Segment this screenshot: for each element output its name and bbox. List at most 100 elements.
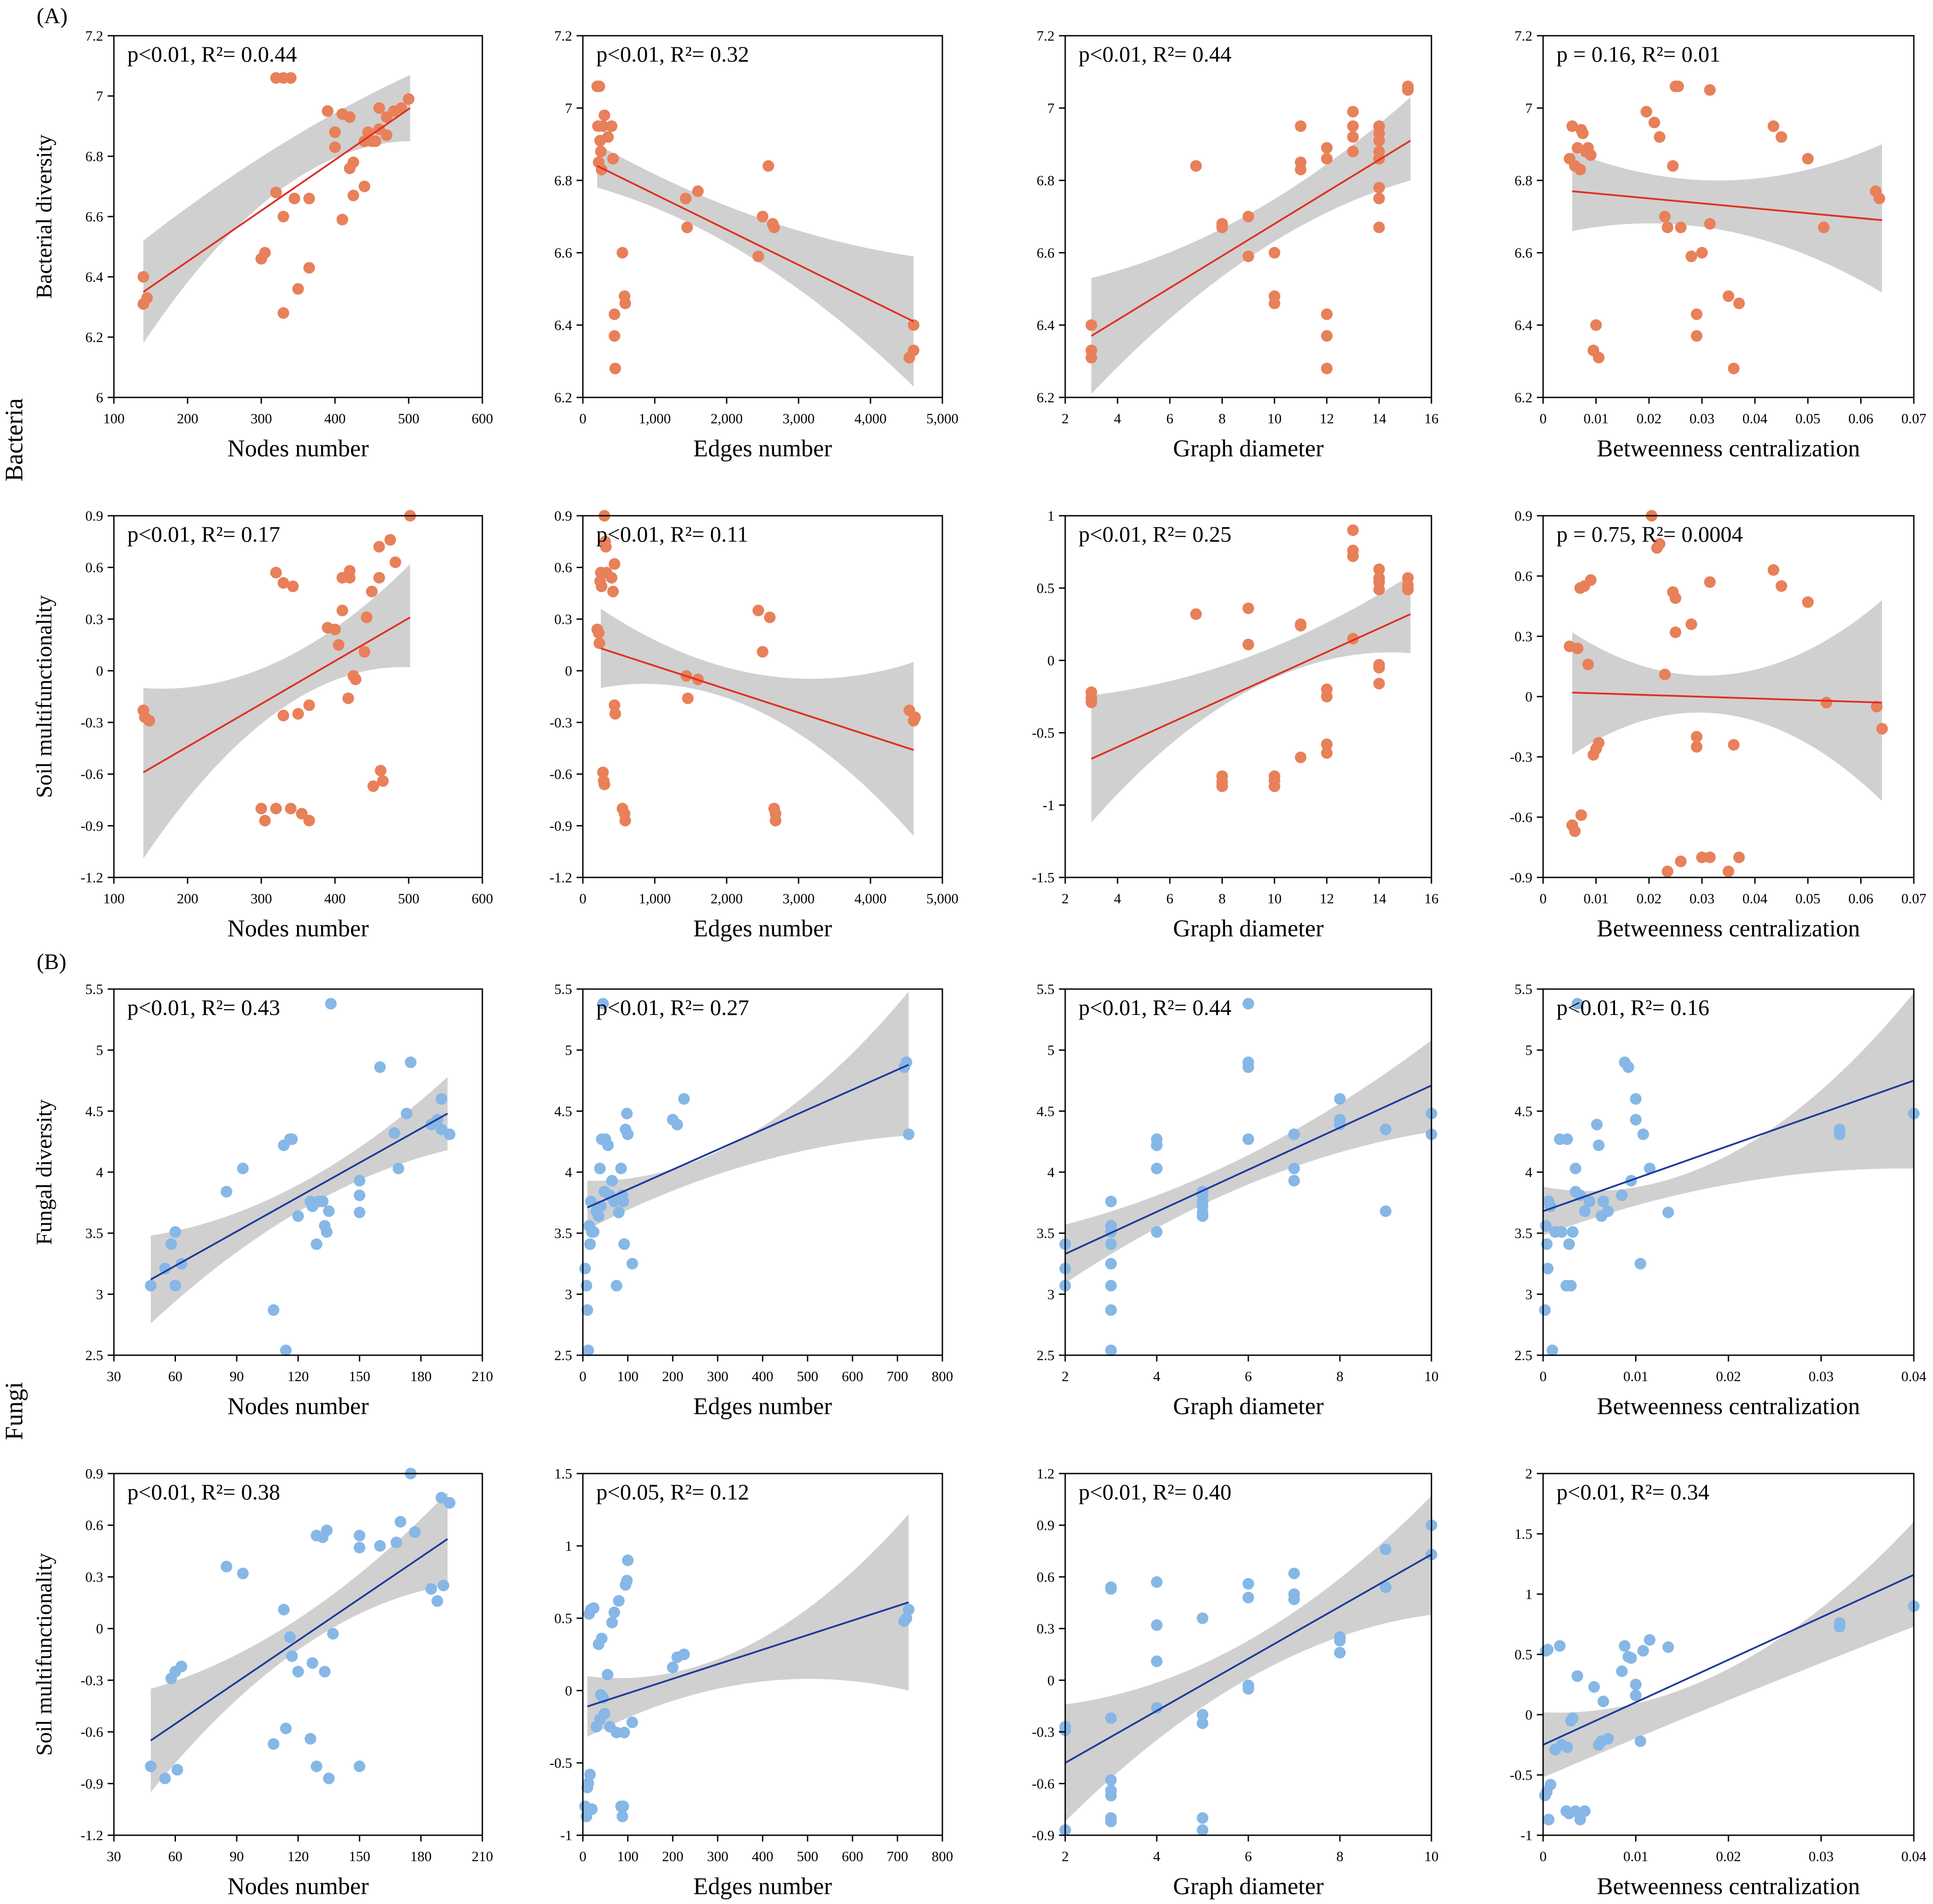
data-point — [1704, 852, 1716, 863]
y-tick-label: 0.9 — [1037, 1517, 1054, 1533]
x-tick-label: 0.06 — [1848, 890, 1873, 906]
data-point — [1597, 1695, 1609, 1708]
data-point — [176, 1661, 188, 1672]
x-tick-label: 10 — [1424, 1368, 1439, 1384]
data-point — [285, 802, 297, 814]
data-point — [1151, 1139, 1163, 1151]
section-label-a: (A) — [37, 3, 67, 28]
y-tick-label: 6.8 — [85, 148, 103, 164]
x-tick-label: 400 — [324, 890, 346, 906]
x-tick-label: 4,000 — [854, 890, 887, 906]
x-tick-label: 16 — [1424, 890, 1439, 906]
data-point — [359, 180, 370, 192]
y-tick-label: -1.2 — [80, 1827, 103, 1843]
data-point — [159, 1262, 171, 1274]
data-point — [373, 102, 385, 114]
data-point — [1197, 1824, 1209, 1836]
data-point — [606, 1175, 618, 1187]
data-point — [1334, 1093, 1346, 1105]
stat-label: p<0.01, R²= 0.38 — [127, 1479, 280, 1504]
data-point — [1767, 564, 1779, 576]
y-tick-label: 1.5 — [554, 1466, 572, 1482]
x-tick-label: 8 — [1218, 410, 1226, 426]
data-point — [1295, 752, 1307, 764]
data-point — [1554, 1640, 1566, 1652]
x-tick-label: 500 — [797, 1368, 818, 1384]
regression-line — [1091, 140, 1411, 337]
data-point — [582, 1344, 594, 1357]
data-point — [1373, 662, 1385, 674]
y-tick-label: 5 — [96, 1042, 103, 1058]
data-point — [390, 1537, 402, 1549]
y-tick-label: 0 — [1525, 689, 1532, 705]
x-tick-label: 0.04 — [1742, 890, 1767, 906]
data-point — [354, 1175, 365, 1187]
panel-5: 100 200 300 400 500 600 -1.2 -0.9 -0.6 -0.3 0 0.3 0.… — [31, 508, 493, 942]
y-tick-label: 5 — [1525, 1042, 1532, 1058]
data-point — [384, 534, 396, 546]
x-axis-label: Betweenness centralization — [1597, 435, 1860, 462]
x-tick-label: 90 — [230, 1368, 244, 1384]
data-point — [1347, 131, 1359, 143]
x-tick-label: 3,000 — [782, 890, 815, 906]
confidence-band — [597, 144, 914, 387]
panel-7: 2 4 6 8 10 12 14 16 -1.5 -1 -0.5 0 0.5 1 p<0.01, R²= 0… — [1032, 508, 1439, 942]
data-point — [367, 780, 379, 792]
data-point — [323, 1205, 335, 1217]
data-point — [1543, 1813, 1555, 1825]
data-point — [284, 1631, 296, 1643]
data-point — [310, 1238, 322, 1250]
data-point — [615, 1162, 627, 1174]
y-tick-label: -1.2 — [80, 869, 103, 885]
y-tick-label: 0.9 — [85, 1466, 103, 1482]
data-point — [388, 1127, 400, 1139]
panel-4: 0 0.01 0.02 0.03 0.04 0.05 0.06 0.07 6.2 6.4 6.6 6.… — [1515, 28, 1926, 462]
data-point — [606, 120, 618, 132]
y-tick-label: 0 — [1047, 1672, 1054, 1688]
data-point — [1672, 80, 1684, 92]
y-tick-label: -0.3 — [1510, 749, 1532, 765]
y-tick-label: 0.3 — [554, 611, 572, 627]
data-point — [1876, 723, 1888, 735]
regression-line — [1572, 190, 1883, 221]
data-point — [329, 623, 341, 635]
data-point — [608, 1195, 620, 1207]
x-tick-label: 400 — [752, 1848, 774, 1864]
data-point — [1563, 1238, 1575, 1250]
data-point — [1669, 592, 1682, 604]
y-tick-label: 5.5 — [1037, 981, 1054, 997]
data-point — [322, 105, 334, 117]
data-point — [354, 1529, 365, 1541]
data-point — [277, 211, 289, 222]
data-point — [1686, 618, 1697, 630]
data-point — [138, 271, 149, 283]
y-tick-label: 2.5 — [1037, 1347, 1054, 1363]
x-tick-label: 0.04 — [1901, 1368, 1926, 1384]
group-label-fungi: Fungi — [0, 1382, 28, 1441]
y-tick-label: 1 — [1525, 1586, 1532, 1602]
data-point — [375, 764, 387, 777]
data-point — [403, 93, 414, 105]
y-tick-label: 5.5 — [1515, 981, 1532, 997]
y-tick-label: 6.8 — [1515, 172, 1532, 188]
x-tick-label: 0.02 — [1636, 410, 1661, 426]
x-tick-label: 0.05 — [1795, 410, 1820, 426]
data-point — [1818, 221, 1830, 234]
data-point — [607, 153, 619, 165]
x-tick-label: 150 — [349, 1848, 370, 1864]
y-tick-label: 0.3 — [1037, 1620, 1054, 1637]
data-point — [1593, 1139, 1605, 1151]
data-point — [159, 1772, 171, 1784]
data-point — [292, 708, 304, 720]
stat-label: p<0.01, R²= 0.16 — [1556, 995, 1709, 1020]
data-point — [1373, 584, 1385, 596]
regression-line — [587, 1601, 909, 1708]
data-point — [1690, 330, 1703, 342]
x-axis-label: Nodes number — [227, 435, 368, 462]
x-tick-label: 0.01 — [1623, 1368, 1648, 1384]
y-tick-label: 3 — [1525, 1286, 1532, 1302]
y-tick-label: 0.3 — [1515, 628, 1532, 644]
x-tick-label: 4 — [1153, 1368, 1160, 1384]
data-point — [598, 1708, 611, 1720]
x-tick-label: 0.01 — [1584, 890, 1609, 906]
